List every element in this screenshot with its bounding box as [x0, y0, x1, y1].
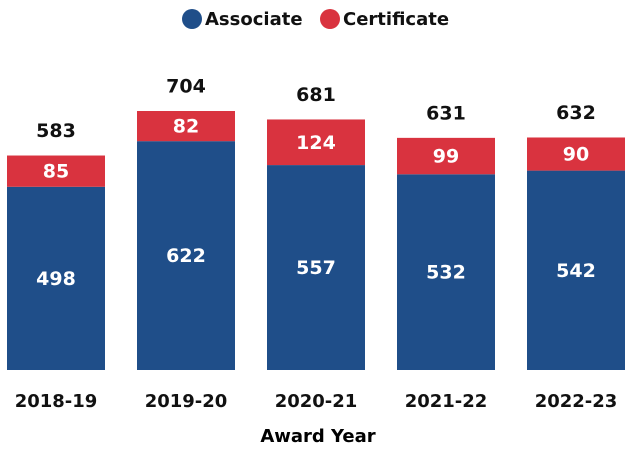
- data-label: 532: [426, 262, 466, 284]
- data-label: 557: [296, 257, 336, 279]
- legend-swatch: [182, 9, 202, 29]
- legend-label: Associate: [205, 9, 303, 30]
- x-tick-label: 2022-23: [535, 391, 618, 412]
- x-axis-title: Award Year: [260, 426, 375, 447]
- total-label: 632: [556, 102, 596, 124]
- bar-segment: [267, 119, 365, 166]
- data-label: 542: [556, 260, 596, 282]
- data-label: 622: [166, 245, 206, 267]
- data-label: 124: [296, 132, 336, 154]
- total-label: 704: [166, 76, 206, 98]
- legend-swatch: [320, 9, 340, 29]
- bar-segment: [267, 165, 365, 370]
- total-label: 681: [296, 84, 336, 106]
- total-label: 583: [36, 120, 76, 142]
- x-tick-label: 2020-21: [275, 391, 358, 412]
- bar-segment: [527, 170, 625, 370]
- bar-segment: [7, 186, 105, 370]
- total-label: 631: [426, 102, 466, 124]
- bar-segment: [137, 141, 235, 370]
- data-label: 99: [433, 146, 459, 168]
- x-tick-label: 2021-22: [405, 391, 488, 412]
- data-label: 82: [173, 116, 199, 138]
- data-label: 498: [36, 268, 76, 290]
- bar-segment: [137, 111, 235, 142]
- bar-segment: [7, 155, 105, 187]
- data-label: 85: [43, 161, 69, 183]
- data-label: 90: [563, 144, 589, 166]
- bar-segment: [397, 174, 495, 370]
- bar-segment: [397, 137, 495, 175]
- bar-segment: [527, 137, 625, 171]
- legend-label: Certificate: [343, 9, 449, 30]
- x-tick-label: 2018-19: [15, 391, 98, 412]
- x-tick-label: 2019-20: [145, 391, 228, 412]
